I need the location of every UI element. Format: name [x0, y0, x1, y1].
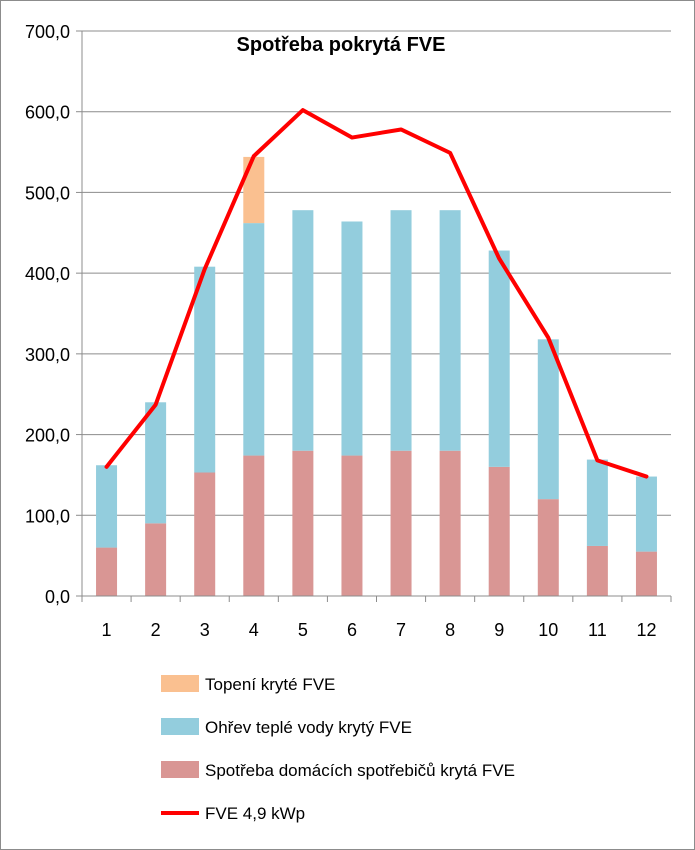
bar-segment-series2-1 [96, 465, 118, 548]
legend-item: Spotřeba domácích spotřebičů krytá FVE [161, 761, 515, 780]
legend-item: FVE 4,9 kWp [161, 804, 305, 823]
legend-swatch [161, 718, 199, 735]
line-series-fve [104, 108, 649, 479]
y-tick-label: 200,0 [25, 426, 70, 446]
y-tick-label: 500,0 [25, 183, 70, 203]
legend-item: Ohřev teplé vody krytý FVE [161, 718, 412, 737]
bar-segment-series1-7 [390, 450, 412, 596]
y-tick-label: 700,0 [25, 22, 70, 42]
bar-segment-series2-9 [488, 250, 510, 467]
x-tick-label: 4 [249, 620, 259, 640]
y-tick-label: 0,0 [45, 587, 70, 607]
x-tick-label: 11 [588, 620, 607, 640]
legend-swatch [161, 675, 199, 692]
bar-segment-series2-8 [439, 210, 461, 451]
bars-layer [96, 156, 657, 596]
x-tick-label: 3 [200, 620, 210, 640]
bar-segment-series2-3 [194, 266, 216, 473]
bar-segment-series1-12 [635, 551, 657, 596]
bar-segment-series3-4 [243, 156, 265, 224]
bar-segment-series2-11 [586, 459, 608, 546]
legend-label: FVE 4,9 kWp [205, 804, 305, 823]
x-tick-label: 8 [445, 620, 455, 640]
legend-label: Topení kryté FVE [205, 675, 335, 694]
bar-segment-series2-6 [341, 221, 363, 456]
y-tick-label: 400,0 [25, 264, 70, 284]
bar-segment-series1-8 [439, 450, 461, 596]
grid-layer [82, 30, 671, 516]
x-tick-label: 12 [636, 620, 656, 640]
bar-segment-series1-9 [488, 466, 510, 596]
bar-segment-series1-5 [292, 450, 314, 596]
x-tick-label: 5 [298, 620, 308, 640]
legend-label: Spotřeba domácích spotřebičů krytá FVE [205, 761, 515, 780]
y-tick-label: 600,0 [25, 103, 70, 123]
line-layer [104, 108, 649, 479]
legend-swatch [161, 761, 199, 778]
bar-segment-series1-2 [145, 523, 167, 596]
bar-segment-series1-4 [243, 455, 265, 596]
bar-segment-series2-2 [145, 402, 167, 524]
bar-segment-series2-5 [292, 210, 314, 451]
x-tick-label: 2 [151, 620, 161, 640]
x-tick-label: 9 [494, 620, 504, 640]
bar-segment-series1-11 [586, 545, 608, 596]
bar-segment-series2-4 [243, 223, 265, 456]
bar-segment-series1-6 [341, 455, 363, 596]
legend-item: Topení kryté FVE [161, 675, 335, 694]
legend: Topení kryté FVE Ohřev teplé vody krytý F… [161, 675, 515, 823]
bar-segment-series1-3 [194, 472, 216, 596]
x-tick-label: 10 [538, 620, 558, 640]
x-tick-label: 1 [102, 620, 112, 640]
bar-segment-series2-10 [537, 339, 559, 500]
bar-segment-series1-1 [96, 547, 118, 596]
x-tick-label: 7 [396, 620, 406, 640]
bar-segment-series2-12 [635, 476, 657, 552]
y-tick-label: 300,0 [25, 345, 70, 365]
x-tick-label: 6 [347, 620, 357, 640]
chart-title: Spotřeba pokrytá FVE [237, 34, 446, 56]
bar-segment-series2-7 [390, 210, 412, 451]
y-tick-label: 100,0 [25, 506, 70, 526]
bar-segment-series1-10 [537, 499, 559, 596]
legend-label: Ohřev teplé vody krytý FVE [205, 718, 412, 737]
